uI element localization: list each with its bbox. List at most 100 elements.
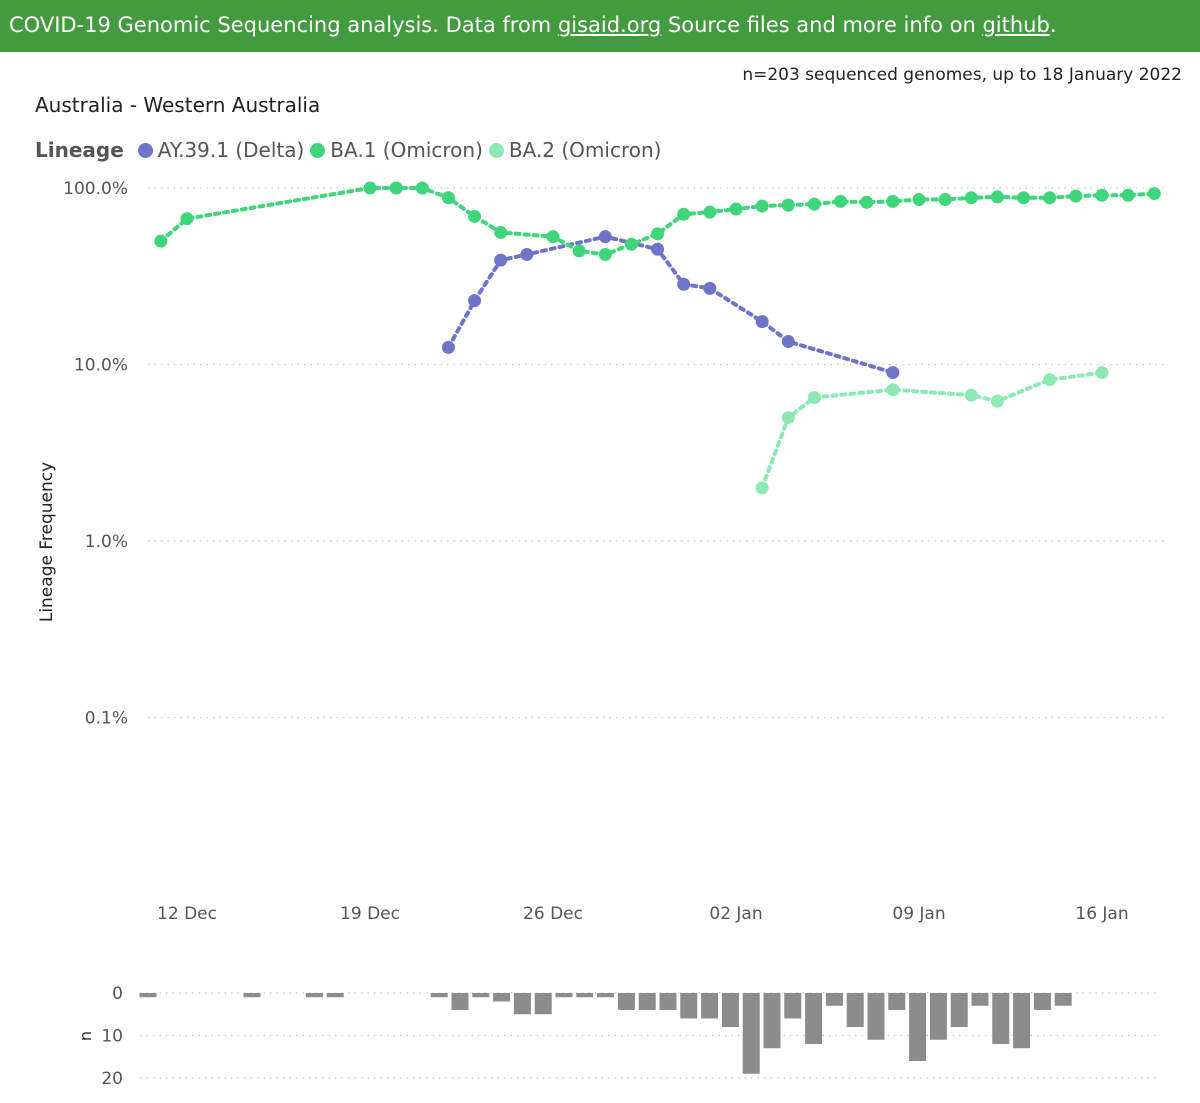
legend-item-ba1[interactable]: BA.1 (Omicron): [310, 138, 483, 162]
count-axis-label: n: [76, 1031, 95, 1041]
count-bar: [950, 993, 968, 1027]
data-point-delta: [703, 281, 717, 295]
count-bar: [555, 993, 573, 998]
data-point-ba2: [755, 481, 769, 495]
x-tick-label: 09 Jan: [892, 904, 945, 924]
data-point-ba2: [781, 411, 795, 425]
data-point-ba1: [415, 181, 429, 195]
data-point-ba1: [624, 237, 638, 251]
data-point-ba1: [964, 191, 978, 205]
count-bar: [805, 993, 823, 1044]
data-point-ba1: [494, 225, 508, 239]
data-point-ba1: [807, 197, 821, 211]
count-bar: [929, 993, 947, 1040]
header-text-after: .: [1049, 13, 1057, 37]
data-point-delta: [520, 247, 534, 261]
count-bar: [992, 993, 1010, 1044]
count-bar: [305, 993, 323, 998]
x-tick-label: 12 Dec: [157, 904, 217, 924]
gisaid-link[interactable]: gisaid.org: [557, 13, 662, 37]
series-line-ba2: [760, 370, 1104, 490]
data-point-ba1: [1069, 189, 1083, 203]
data-point-ba1: [1121, 188, 1135, 202]
data-point-ba1: [729, 202, 743, 216]
count-bar: [576, 993, 594, 998]
x-tick-label: 19 Dec: [340, 904, 400, 924]
y-tick-label: 100.0%: [63, 179, 128, 199]
count-bar: [763, 993, 781, 1049]
count-bar: [326, 993, 344, 998]
data-point-delta: [651, 242, 665, 256]
data-point-ba2: [1095, 366, 1109, 380]
data-point-ba1: [1043, 191, 1057, 205]
data-point-ba1: [860, 195, 874, 209]
legend-label-delta: AY.39.1 (Delta): [157, 138, 305, 162]
data-point-delta: [886, 366, 900, 380]
legend-dot-delta: [137, 142, 153, 158]
data-point-ba1: [677, 207, 691, 221]
count-bar: [680, 993, 698, 1019]
legend-dot-ba2: [488, 142, 504, 158]
count-bar: [1013, 993, 1031, 1049]
count-bar: [243, 993, 261, 998]
count-bar: [638, 993, 656, 1010]
chart-title: Australia - Western Australia: [35, 93, 321, 117]
data-point-ba2: [1043, 373, 1057, 387]
legend-item-delta[interactable]: AY.39.1 (Delta): [137, 138, 305, 162]
header-text-before: COVID-19 Genomic Sequencing analysis. Da…: [9, 13, 558, 37]
legend-item-ba2[interactable]: BA.2 (Omicron): [488, 138, 662, 162]
data-point-ba1: [990, 190, 1004, 204]
count-tick-label: 0: [112, 984, 123, 1004]
count-bar: [971, 993, 989, 1006]
legend-label-ba2: BA.2 (Omicron): [508, 138, 662, 162]
data-point-delta: [755, 315, 769, 329]
data-point-ba1: [834, 194, 848, 208]
data-point-ba1: [651, 227, 665, 241]
data-point-ba1: [546, 230, 560, 244]
github-link[interactable]: github: [982, 13, 1050, 37]
count-bar: [493, 993, 511, 1002]
lineage-frequency-chart: Lineage Frequency 100.0% 10.0% 1.0% 0.1% 12 …: [37, 179, 1168, 924]
x-tick-label: 16 Jan: [1075, 904, 1128, 924]
count-bar: [909, 993, 927, 1061]
count-bar: [513, 993, 531, 1015]
genome-count-subtitle: n=203 sequenced genomes, up to 18 Januar…: [742, 65, 1182, 85]
data-point-ba1: [598, 247, 612, 261]
count-bar: [451, 993, 469, 1010]
data-point-delta: [468, 294, 482, 308]
data-point-ba2: [964, 388, 978, 402]
header-text-middle: Source files and more info on: [661, 13, 983, 37]
data-point-ba1: [180, 212, 194, 226]
data-point-ba1: [781, 198, 795, 212]
data-point-ba1: [468, 209, 482, 223]
count-bar: [825, 993, 843, 1006]
count-bar: [742, 993, 760, 1074]
data-point-ba1: [938, 193, 952, 207]
data-point-ba1: [703, 205, 717, 219]
legend: Lineage AY.39.1 (Delta) BA.1 (Omicron) B…: [35, 138, 667, 162]
y-tick-label: 10.0%: [74, 356, 128, 376]
data-point-delta: [441, 340, 455, 354]
count-bar: [1054, 993, 1072, 1006]
data-point-ba1: [572, 244, 586, 258]
count-tick-label: 10: [101, 1027, 123, 1047]
series-line-delta: [446, 234, 895, 375]
data-point-ba1: [363, 181, 377, 195]
x-tick-label: 26 Dec: [523, 904, 583, 924]
data-point-delta: [677, 277, 691, 291]
legend-label-ba1: BA.1 (Omicron): [330, 138, 483, 162]
data-point-ba2: [807, 391, 821, 405]
data-point-ba1: [1017, 191, 1031, 205]
legend-dot-ba1: [310, 142, 326, 158]
data-point-ba1: [886, 194, 900, 208]
count-bar: [1033, 993, 1051, 1010]
count-bar: [846, 993, 864, 1027]
count-bar: [867, 993, 885, 1040]
y-axis-label: Lineage Frequency: [37, 462, 57, 622]
data-point-ba1: [912, 193, 926, 207]
x-tick-label: 02 Jan: [709, 904, 762, 924]
count-bar: [534, 993, 552, 1015]
data-point-delta: [598, 230, 612, 244]
y-tick-label: 0.1%: [85, 709, 128, 729]
data-point-ba2: [990, 394, 1004, 408]
